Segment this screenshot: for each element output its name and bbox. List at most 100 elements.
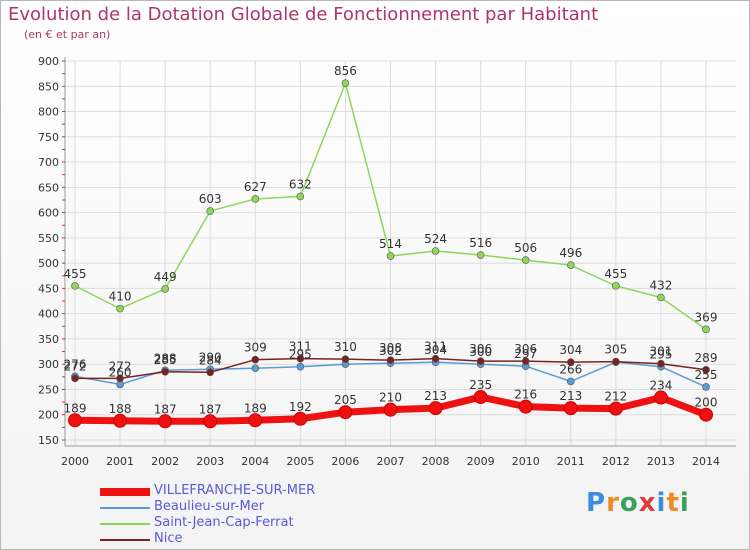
legend-swatch [100, 539, 150, 541]
data-label: 627 [244, 180, 267, 194]
logo-letter: i [679, 488, 690, 518]
data-label: 295 [289, 348, 312, 362]
data-label: 189 [64, 401, 87, 415]
data-point [341, 355, 350, 363]
data-point [296, 192, 305, 201]
data-label: 234 [649, 379, 672, 393]
data-label: 516 [469, 236, 492, 250]
data-label: 301 [649, 345, 672, 359]
data-label: 311 [424, 340, 447, 354]
data-point [203, 414, 218, 429]
data-point [251, 355, 260, 364]
x-tick-label: 2012 [602, 455, 630, 468]
data-point [116, 304, 124, 313]
data-label: 188 [109, 402, 132, 416]
data-point [386, 252, 395, 260]
data-point [699, 407, 713, 422]
data-label: 310 [334, 340, 357, 354]
data-point [251, 364, 260, 373]
data-label: 295 [649, 348, 672, 362]
legend-label: Saint-Jean-Cap-Ferrat [154, 515, 294, 530]
data-point [383, 402, 398, 417]
y-tick-label: 800 [38, 106, 59, 119]
data-label: 187 [154, 402, 177, 416]
data-label: 449 [154, 270, 177, 284]
data-label: 524 [424, 232, 447, 246]
data-label: 260 [109, 365, 132, 379]
data-point [71, 374, 79, 383]
data-label: 432 [649, 278, 672, 292]
data-label: 304 [559, 343, 582, 357]
data-point [341, 79, 350, 88]
logo-letter: i [656, 488, 667, 518]
data-point [653, 390, 668, 405]
data-point [338, 405, 353, 420]
legend-swatch [100, 523, 150, 525]
logo-letter: t [666, 488, 680, 518]
data-point [251, 195, 260, 203]
data-label: 200 [695, 396, 718, 410]
data-label: 289 [695, 351, 718, 365]
data-label: 603 [199, 192, 222, 206]
data-point [113, 413, 128, 428]
data-point [563, 401, 578, 416]
y-tick-label: 350 [38, 333, 59, 346]
data-label: 856 [334, 64, 357, 78]
logo-letter: r [606, 488, 620, 518]
y-tick-label: 650 [38, 181, 59, 194]
data-point [521, 357, 530, 365]
x-tick-label: 2006 [331, 455, 359, 468]
data-label: 300 [469, 345, 492, 359]
data-point [702, 383, 710, 391]
data-point [521, 256, 530, 264]
data-label: 213 [424, 389, 447, 403]
x-tick-label: 2001 [106, 455, 134, 468]
data-label: 192 [289, 400, 312, 414]
y-tick-label: 400 [38, 308, 59, 321]
data-label: 189 [244, 401, 267, 415]
x-tick-label: 2011 [557, 455, 585, 468]
y-tick-label: 750 [38, 131, 59, 144]
data-label: 302 [379, 344, 402, 358]
data-point [296, 354, 305, 363]
data-label: 213 [559, 389, 582, 403]
data-point [566, 377, 575, 386]
data-point [431, 247, 440, 255]
legend-swatch [100, 507, 150, 509]
data-point [428, 401, 443, 416]
data-label: 205 [334, 393, 357, 407]
legend-label: VILLEFRANCHE-SUR-MER [154, 483, 316, 498]
chart-title: Evolution de la Dotation Globale de Fonc… [8, 4, 599, 25]
data-point [702, 325, 710, 334]
data-point [612, 282, 620, 290]
data-label: 308 [379, 341, 402, 355]
y-tick-label: 600 [38, 207, 59, 220]
proxiti-logo: Proxiti [586, 488, 690, 518]
y-tick-label: 150 [38, 434, 59, 447]
data-label: 212 [604, 390, 627, 404]
data-label: 306 [514, 342, 537, 356]
data-label: 266 [559, 362, 582, 376]
y-tick-label: 250 [38, 383, 59, 396]
data-label: 284 [199, 353, 222, 367]
data-label: 305 [604, 343, 627, 357]
x-tick-label: 2014 [692, 455, 720, 468]
data-label: 255 [695, 368, 718, 382]
y-tick-label: 500 [38, 257, 59, 270]
data-label: 455 [64, 267, 87, 281]
x-tick-label: 2004 [241, 455, 269, 468]
data-point [293, 411, 308, 426]
x-tick-label: 2007 [377, 455, 405, 468]
data-label: 304 [424, 343, 447, 357]
data-point [206, 368, 215, 377]
data-point [296, 362, 305, 371]
data-point [518, 399, 533, 414]
data-label: 285 [154, 353, 177, 367]
x-tick-label: 2010 [512, 455, 540, 468]
x-tick-label: 2005 [286, 455, 314, 468]
logo-letter: o [619, 488, 639, 518]
data-label: 496 [559, 246, 582, 260]
data-point [476, 357, 485, 365]
y-tick-label: 300 [38, 358, 59, 371]
